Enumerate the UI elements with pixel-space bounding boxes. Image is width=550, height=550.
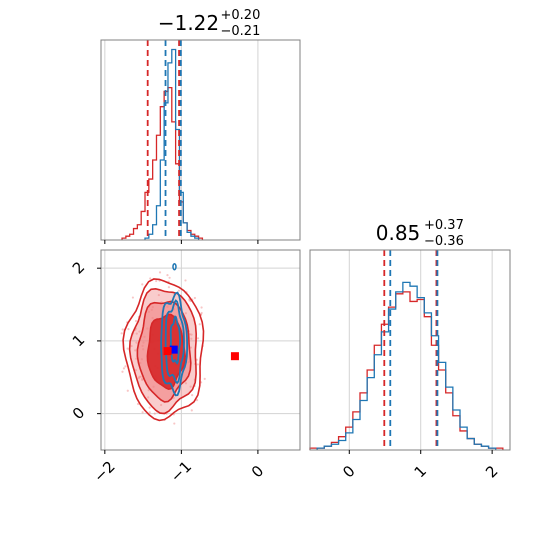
joint-sample-point [173, 422, 176, 425]
joint-sample-point [196, 363, 199, 366]
joint-sample-point [139, 375, 142, 378]
param2-x-tick-label: 2 [482, 462, 501, 481]
joint-sample-point [188, 299, 191, 302]
joint-sample-point [157, 293, 160, 297]
joint-sample-point [184, 382, 188, 385]
param2-title-minus: −0.36 [424, 234, 464, 249]
param1-blue-histogram [144, 48, 200, 240]
blue-outlier-contour [172, 262, 177, 271]
joint-sample-point [126, 389, 129, 392]
joint-sample-point [131, 296, 135, 299]
param1-title-plus: +0.20 [221, 8, 261, 23]
joint-sample-point [177, 289, 181, 292]
joint-sample-point [121, 370, 124, 373]
joint-contour-panel [97, 249, 301, 454]
joint-sample-point [141, 378, 144, 382]
joint-y-tick-label: 0 [69, 404, 88, 423]
truth-marker [163, 347, 172, 356]
joint-sample-point [168, 276, 171, 279]
param2-blue-histogram [316, 281, 497, 450]
joint-sample-point [189, 346, 192, 349]
joint-sample-point [184, 279, 187, 282]
joint-sample-point [184, 312, 187, 315]
joint-x-tick-label: −2 [90, 457, 118, 485]
joint-sample-point [141, 283, 144, 286]
joint-sample-point [198, 323, 201, 326]
param2-red-histogram [309, 291, 504, 450]
joint-x-tick-label: 0 [248, 462, 267, 481]
joint-frame [100, 249, 301, 451]
blue-contour [169, 315, 182, 365]
joint-sample-point [193, 296, 196, 300]
param1-title-value: −1.22 [158, 11, 219, 35]
joint-sample-point [148, 406, 151, 409]
joint-sample-point [135, 341, 138, 344]
joint-sample-point [158, 271, 162, 274]
blue-contour [164, 299, 185, 385]
param2-x-tick-label: 0 [339, 462, 358, 481]
joint-sample-point [195, 399, 199, 402]
param1-red-histogram [121, 86, 204, 240]
joint-sample-point [203, 377, 206, 380]
joint-sample-point [140, 377, 144, 380]
joint-sample-point [134, 369, 138, 372]
joint-sample-point [136, 402, 140, 406]
joint-sample-point [126, 347, 129, 350]
joint-sample-point [190, 337, 193, 340]
joint-sample-point [138, 330, 141, 333]
joint-x-tick-label: −1 [167, 457, 195, 485]
joint-sample-point [121, 328, 124, 331]
truth-marker [230, 352, 239, 361]
joint-sample-point [147, 389, 150, 392]
param1-title-minus: −0.21 [221, 24, 261, 39]
joint-sample-point [141, 411, 144, 414]
param2-x-tick-label: 1 [411, 462, 430, 481]
joint-sample-point [122, 367, 126, 370]
param2-title-plus: +0.37 [424, 218, 464, 233]
joint-sample-point [153, 412, 156, 415]
joint-sample-point [191, 393, 194, 397]
joint-sample-point [155, 279, 158, 283]
joint-sample-point [160, 403, 163, 407]
joint-sample-point [190, 333, 193, 336]
joint-sample-point [167, 286, 171, 289]
joint-y-tick-label: 1 [69, 331, 88, 350]
joint-sample-point [200, 311, 203, 315]
joint-sample-point [138, 375, 141, 378]
joint-sample-point [200, 306, 203, 309]
joint-sample-point [166, 274, 169, 277]
joint-sample-point [147, 396, 150, 399]
joint-sample-point [127, 328, 130, 331]
joint-sample-point [130, 344, 133, 348]
red-contour [122, 278, 205, 422]
param2-title: 0.85 [376, 221, 421, 245]
joint-sample-point [190, 409, 193, 412]
joint-sample-point [148, 411, 151, 414]
param2-frame [309, 249, 511, 451]
joint-sample-point [149, 277, 152, 280]
param2-title-value: 0.85 [376, 221, 421, 245]
joint-sample-point [134, 319, 138, 323]
joint-sample-point [120, 332, 123, 335]
param1-title: −1.22 [158, 11, 219, 35]
blue-contour [160, 291, 188, 397]
param1-frame [100, 39, 301, 241]
param1-histogram-panel [100, 39, 301, 244]
param2-histogram-panel [309, 249, 511, 454]
joint-sample-point [135, 332, 138, 335]
joint-sample-point [196, 337, 200, 340]
truth-marker [169, 345, 178, 354]
joint-sample-point [189, 385, 192, 388]
joint-sample-point [124, 365, 127, 368]
joint-y-tick-label: 2 [69, 258, 88, 277]
joint-sample-point [137, 376, 140, 380]
joint-sample-point [134, 349, 137, 352]
